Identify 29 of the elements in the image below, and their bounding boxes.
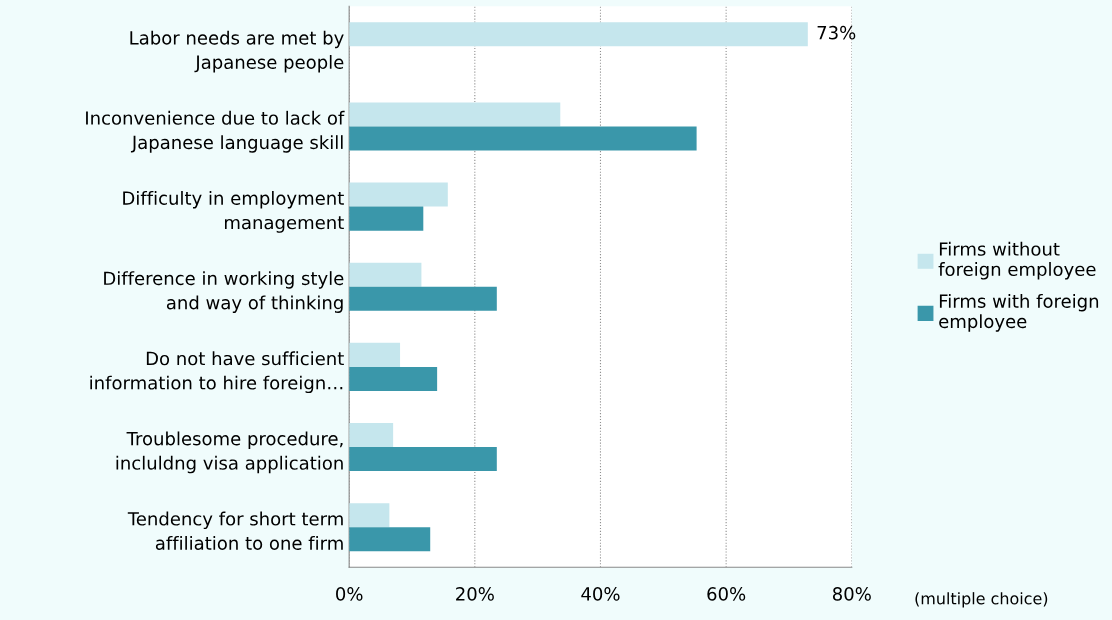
y-tick-label: Inconvenience due to lack of Japanese language skill xyxy=(86,110,345,153)
bar xyxy=(349,126,697,151)
bar xyxy=(349,366,438,391)
y-tick-label: Troublesome procedure, incluldng visa application xyxy=(116,431,343,474)
bar xyxy=(349,447,497,472)
legend-label: Firms without foreign employee xyxy=(938,241,1096,280)
bar xyxy=(349,182,448,207)
legend-label: Firms with foreign employee xyxy=(939,293,1099,332)
bar xyxy=(349,22,808,47)
bar xyxy=(349,342,401,367)
x-tick-label: 20% xyxy=(456,587,494,601)
data-label: 73% xyxy=(817,25,856,40)
x-tick-label: 60% xyxy=(707,587,746,601)
x-tick-label: 80% xyxy=(832,587,871,601)
bar xyxy=(349,206,424,231)
y-tick-label: Labor needs are met by Japanese people xyxy=(130,30,344,73)
x-tick-label: 0% xyxy=(336,587,363,601)
x-tick-label: 40% xyxy=(581,587,620,601)
y-tick-label: Difficulty in employment management xyxy=(123,191,344,233)
y-tick-label: Do not have sufficient information to hire foreign… xyxy=(90,351,344,394)
bar xyxy=(349,286,497,311)
y-tick-label: Difference in working style and way of thinking xyxy=(104,271,344,313)
y-tick-label: Tendency for short term affiliation to one firm xyxy=(127,511,343,550)
bar xyxy=(349,262,422,287)
bar xyxy=(349,503,390,528)
text: (multiple choice) xyxy=(915,592,1048,608)
bar xyxy=(349,423,394,448)
bar xyxy=(349,102,561,127)
bar xyxy=(349,527,431,552)
